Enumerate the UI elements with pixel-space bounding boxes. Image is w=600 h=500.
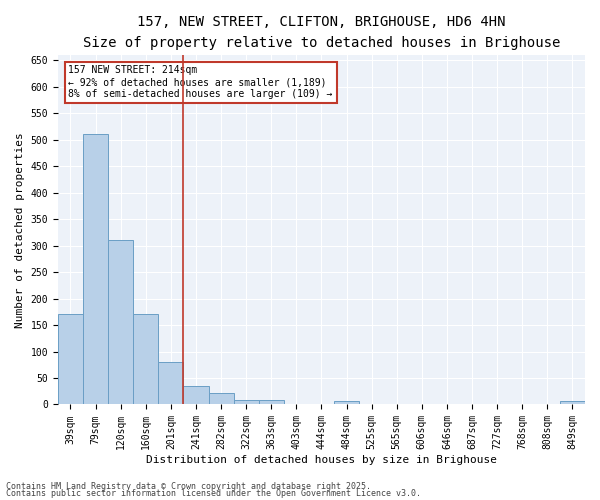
X-axis label: Distribution of detached houses by size in Brighouse: Distribution of detached houses by size …: [146, 455, 497, 465]
Bar: [184, 386, 209, 404]
Bar: [58, 314, 83, 404]
Bar: [209, 393, 233, 404]
Bar: [108, 240, 133, 404]
Bar: [233, 400, 259, 404]
Bar: [133, 314, 158, 404]
Text: Contains HM Land Registry data © Crown copyright and database right 2025.: Contains HM Land Registry data © Crown c…: [6, 482, 371, 491]
Title: 157, NEW STREET, CLIFTON, BRIGHOUSE, HD6 4HN
Size of property relative to detach: 157, NEW STREET, CLIFTON, BRIGHOUSE, HD6…: [83, 15, 560, 50]
Bar: [259, 400, 284, 404]
Bar: [158, 362, 184, 405]
Text: Contains public sector information licensed under the Open Government Licence v3: Contains public sector information licen…: [6, 490, 421, 498]
Text: 157 NEW STREET: 214sqm
← 92% of detached houses are smaller (1,189)
8% of semi-d: 157 NEW STREET: 214sqm ← 92% of detached…: [68, 66, 333, 98]
Bar: [334, 402, 359, 404]
Bar: [560, 402, 585, 404]
Y-axis label: Number of detached properties: Number of detached properties: [15, 132, 25, 328]
Bar: [83, 134, 108, 404]
